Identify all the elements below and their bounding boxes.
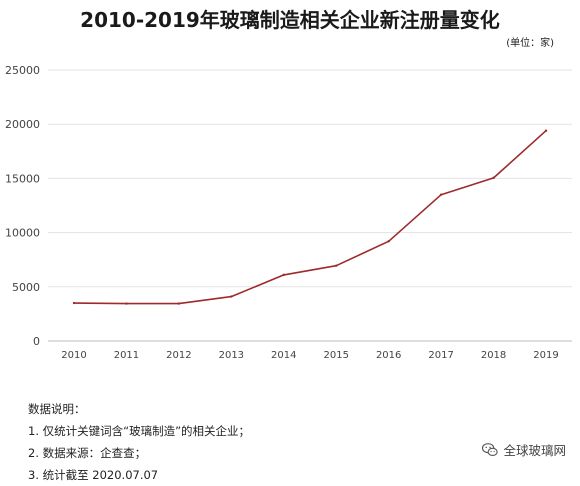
data-point xyxy=(439,193,443,196)
grid-lines xyxy=(48,69,572,342)
y-tick-label: 25000 xyxy=(5,64,40,77)
series-lines xyxy=(72,129,548,305)
note-item-1: 1. 仅统计关键词含“玻璃制造”的相关企业； xyxy=(28,424,251,438)
series-line-0 xyxy=(73,130,547,305)
x-tick-label: 2018 xyxy=(481,350,506,361)
x-tick-label: 2017 xyxy=(428,350,453,361)
data-point xyxy=(72,301,76,305)
chart-title: 2010-2019年玻璃制造相关企业新注册量变化 xyxy=(80,8,500,32)
data-point xyxy=(492,176,495,180)
note-item-3: 3. 统计截至 2020.07.07 xyxy=(28,468,159,482)
data-point xyxy=(177,302,181,305)
note-item-2: 2. 数据来源：企查查； xyxy=(28,446,147,460)
x-tick-label: 2012 xyxy=(166,350,191,361)
data-point xyxy=(544,129,548,132)
notes-heading: 数据说明： xyxy=(28,402,86,416)
unit-label: (单位：家) xyxy=(506,38,554,49)
x-axis-ticks: 2010 2011 2012 2013 2014 2015 2016 2017 2018 2019 xyxy=(61,350,558,361)
y-axis-ticks: 0 5000 10000 15000 20000 25000 xyxy=(5,64,40,348)
data-point xyxy=(125,302,128,305)
x-tick-label: 2016 xyxy=(376,350,401,361)
x-tick-label: 2019 xyxy=(533,350,558,361)
data-point xyxy=(282,273,285,277)
y-tick-label: 10000 xyxy=(5,227,40,240)
y-tick-label: 20000 xyxy=(5,118,40,131)
watermark: 全球玻璃网 xyxy=(481,440,566,459)
x-tick-label: 2010 xyxy=(61,350,86,361)
data-point xyxy=(335,264,338,267)
x-tick-label: 2015 xyxy=(323,350,348,361)
y-tick-label: 0 xyxy=(33,335,40,348)
data-notes: 数据说明： 1. 仅统计关键词含“玻璃制造”的相关企业； 2. 数据来源：企查查… xyxy=(28,398,250,486)
data-point xyxy=(387,240,390,243)
y-tick-label: 5000 xyxy=(12,281,40,294)
watermark-text: 全球玻璃网 xyxy=(503,443,566,458)
x-tick-label: 2011 xyxy=(114,350,139,361)
x-tick-label: 2014 xyxy=(271,350,296,361)
x-tick-label: 2013 xyxy=(219,350,244,361)
y-tick-label: 15000 xyxy=(5,172,40,185)
data-point xyxy=(230,295,233,298)
wechat-icon xyxy=(482,442,499,456)
